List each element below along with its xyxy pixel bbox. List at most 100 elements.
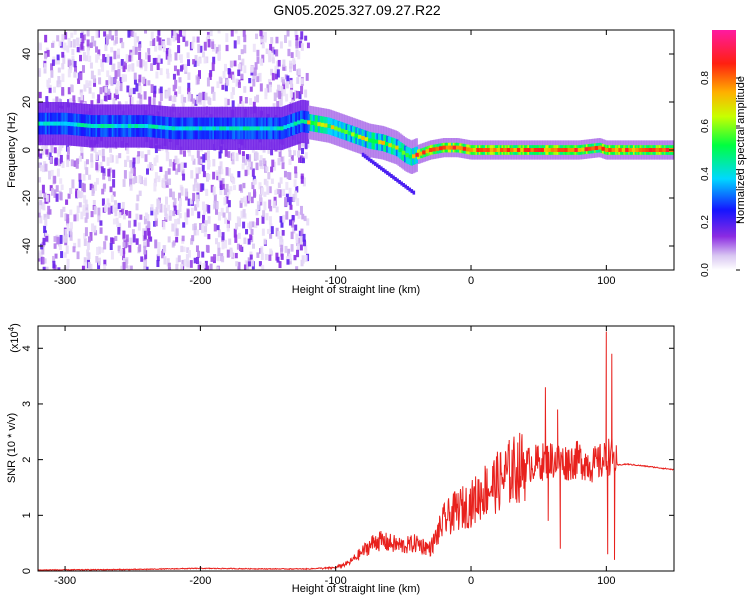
- heatmap-cell: [144, 30, 148, 34]
- heatmap-cell: [44, 34, 48, 43]
- heatmap-cell: [81, 265, 85, 270]
- heatmap-cell: [109, 154, 113, 163]
- heatmap-cell: [68, 59, 72, 66]
- heatmap-cell: [246, 126, 250, 131]
- heatmap-cell: [306, 141, 310, 148]
- heatmap-cell: [157, 200, 161, 210]
- heatmap-cell: [50, 145, 54, 153]
- heatmap-cell: [43, 213, 47, 220]
- heatmap-cell: [209, 30, 213, 37]
- heatmap-cell: [124, 259, 128, 269]
- heatmap-cell: [71, 49, 75, 56]
- heatmap-cell: [270, 149, 274, 156]
- snr-y-label: SNR (10 * v/v): [6, 413, 18, 483]
- heatmap-cell: [63, 42, 67, 51]
- heatmap-cell: [132, 162, 136, 169]
- heatmap-cell: [183, 162, 187, 168]
- heatmap-cell: [303, 119, 308, 124]
- heatmap-cell: [54, 157, 58, 165]
- heatmap-cell: [284, 74, 288, 80]
- heatmap-cell: [137, 78, 141, 87]
- x-tick-label: -200: [189, 275, 211, 287]
- heatmap-cell: [110, 77, 114, 86]
- heatmap-cell: [203, 230, 207, 237]
- heatmap-cell: [168, 95, 172, 101]
- heatmap-cell: [259, 160, 263, 167]
- heatmap-cell: [213, 194, 217, 204]
- heatmap-cell: [53, 59, 57, 65]
- heatmap-cell: [294, 90, 298, 100]
- heatmap-cell: [45, 149, 49, 155]
- heatmap-cell: [73, 214, 77, 222]
- heatmap-cell: [57, 267, 61, 270]
- heatmap-cell: [100, 124, 105, 128]
- heatmap-cell: [252, 78, 256, 87]
- heatmap-cell: [168, 215, 172, 221]
- heatmap-cell: [290, 122, 294, 127]
- heatmap-cell: [79, 142, 83, 152]
- heatmap-cell: [44, 142, 48, 150]
- heatmap-cell: [233, 228, 237, 238]
- heatmap-cell: [140, 151, 144, 159]
- heatmap-cell: [631, 148, 636, 152]
- snr-x-label: Height of straight line (km): [292, 583, 420, 595]
- heatmap-cell: [265, 213, 269, 221]
- y-tick-label: 4: [21, 345, 33, 351]
- heatmap-cell: [279, 96, 283, 106]
- heatmap-cell: [384, 169, 387, 174]
- heatmap-cell: [54, 253, 58, 259]
- heatmap-cell: [226, 249, 230, 258]
- heatmap-cell: [232, 177, 236, 185]
- heatmap-cell: [228, 238, 232, 245]
- heatmap-cell: [187, 72, 191, 80]
- heatmap-cell: [109, 205, 113, 214]
- heatmap-cell: [239, 126, 243, 131]
- heatmap-cell: [263, 238, 267, 245]
- heatmap-cell: [289, 65, 293, 73]
- heatmap-cell: [82, 204, 86, 213]
- heatmap-cell: [172, 210, 176, 217]
- heatmap-cell: [266, 126, 271, 131]
- heatmap-cell: [293, 121, 298, 126]
- heatmap-cell: [180, 245, 184, 253]
- heatmap-cell: [106, 157, 110, 166]
- heatmap-cell: [248, 78, 252, 84]
- heatmap-cell: [117, 68, 121, 77]
- heatmap-cell: [121, 208, 125, 216]
- x-tick-label: -100: [325, 575, 347, 587]
- heatmap-cell: [188, 126, 193, 131]
- heatmap-cell: [183, 63, 187, 72]
- heatmap-cell: [67, 87, 71, 95]
- heatmap-cell: [205, 244, 209, 253]
- heatmap-cell: [113, 40, 117, 46]
- heatmap-cell: [237, 55, 241, 61]
- heatmap-cell: [243, 65, 247, 74]
- heatmap-cell: [199, 183, 203, 192]
- heatmap-cell: [244, 169, 248, 177]
- heatmap-cell: [225, 196, 229, 204]
- heatmap-cell: [193, 230, 197, 236]
- heatmap-cell: [243, 237, 247, 244]
- heatmap-cell: [162, 40, 166, 47]
- heatmap-cell: [59, 234, 63, 244]
- heatmap-cell: [38, 162, 41, 168]
- heatmap-cell: [212, 171, 216, 180]
- heatmap-cell: [85, 159, 89, 165]
- heatmap-cell: [62, 54, 66, 64]
- colorbar-tick-label: 0.2: [700, 215, 711, 229]
- heatmap-cell: [452, 145, 457, 150]
- heatmap-cell: [78, 179, 82, 189]
- heatmap-cell: [236, 216, 240, 226]
- heatmap-cell: [382, 167, 385, 172]
- heatmap-cell: [156, 254, 160, 262]
- colorbar-tick-label: 0.8: [700, 71, 711, 85]
- heatmap-cell: [85, 55, 89, 62]
- heatmap-cell: [222, 126, 227, 131]
- heatmap-cell: [187, 59, 191, 66]
- heatmap-cell: [87, 236, 91, 243]
- heatmap-cell: [220, 207, 224, 216]
- heatmap-cell: [251, 168, 255, 177]
- heatmap-cell: [116, 52, 120, 59]
- heatmap-cell: [255, 33, 259, 40]
- heatmap-cell: [286, 75, 290, 82]
